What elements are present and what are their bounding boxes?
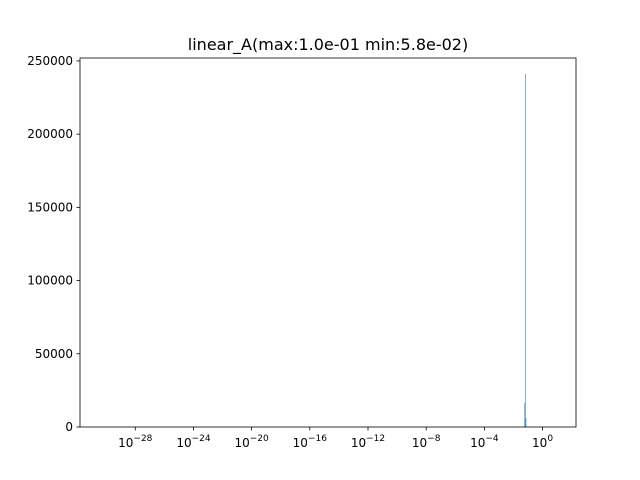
x-tick-label-3: 10−16: [293, 434, 328, 450]
y-axis-ticks: 0 50000 100000 150000 200000 250000: [27, 54, 80, 434]
y-tick-label-1: 50000: [35, 347, 73, 361]
x-tick-label-5: 10−8: [412, 434, 441, 450]
x-tick-label-4: 10−12: [351, 434, 385, 450]
histogram-bars: [524, 74, 528, 427]
x-tick-label-0: 10−28: [118, 434, 153, 450]
histogram-bar-1: [525, 74, 526, 427]
plot-area-frame: [79, 57, 577, 428]
y-tick-label-3: 150000: [27, 200, 73, 214]
x-tick-label-1: 10−24: [176, 434, 211, 450]
chart-title: linear_A(max:1.0e-01 min:5.8e-02): [188, 35, 468, 55]
histogram-bar-0: [524, 402, 526, 427]
y-tick-label-5: 250000: [27, 54, 73, 68]
x-tick-label-6: 10−4: [470, 434, 499, 450]
y-tick-label-0: 0: [65, 420, 73, 434]
x-tick-label-2: 10−20: [234, 434, 269, 450]
x-tick-label-7: 100: [532, 434, 553, 450]
y-tick-label-2: 100000: [27, 274, 73, 288]
x-axis-ticks: 10−28 10−24 10−20 10−16 10−12 10−8 10−4 100: [118, 427, 553, 450]
y-tick-label-4: 200000: [27, 127, 73, 141]
histogram-bar-2: [525, 418, 527, 427]
